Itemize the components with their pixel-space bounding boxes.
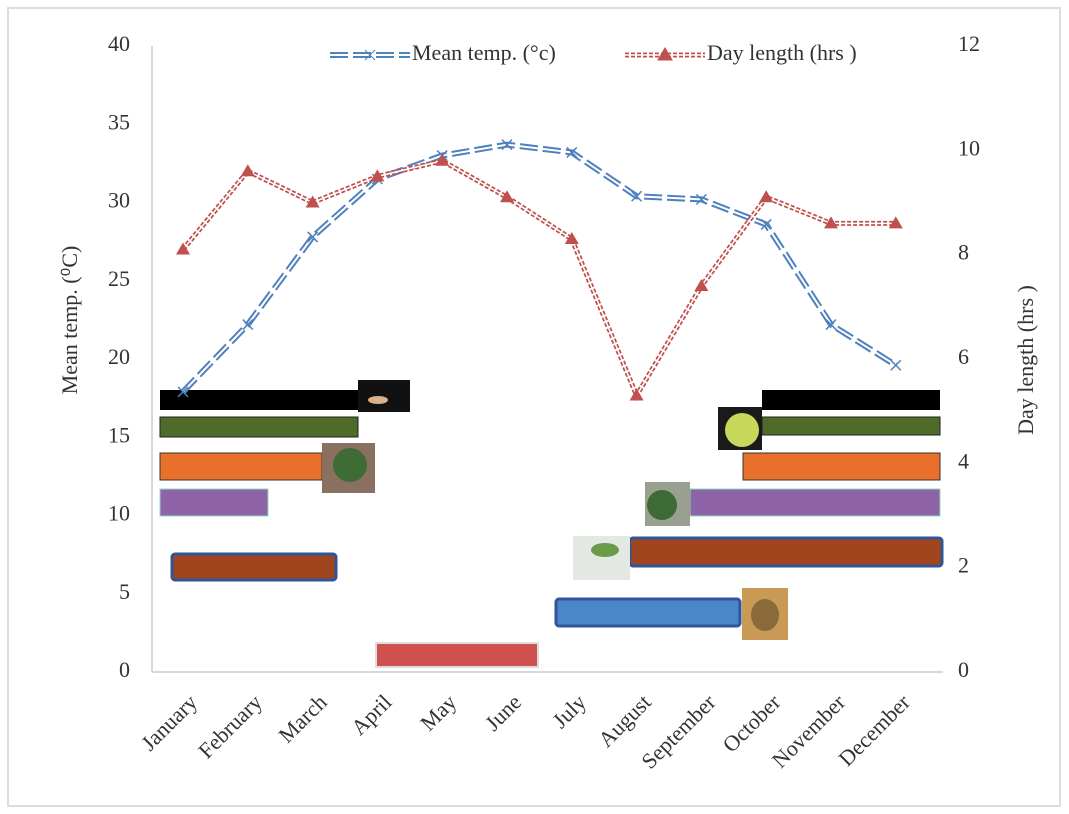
y-tick-label: 5 [119, 579, 130, 604]
y2-tick-label: 6 [958, 344, 969, 369]
y-axis-label: Mean temp. (⁰C) [57, 246, 82, 395]
phase-bar [743, 453, 940, 480]
chart: Mean temp. (⁰C) Day length (hrs ) 0 5 10 15… [0, 0, 1069, 814]
page: {"chart_data": {"type": "line", "categor… [0, 0, 1069, 814]
y2-tick-label: 12 [958, 31, 980, 56]
y2-axis-label: Day length (hrs ) [1013, 285, 1038, 435]
y-tick-label: 20 [108, 344, 130, 369]
y-tick-label: 10 [108, 501, 130, 526]
y-tick-label: 40 [108, 31, 130, 56]
photo-detail [591, 543, 619, 557]
phase-bar [762, 390, 940, 410]
phase-bar [160, 390, 358, 410]
y2-tick-label: 2 [958, 553, 969, 578]
phase-bar [556, 599, 740, 626]
photo [573, 536, 630, 580]
y-tick-label: 35 [108, 109, 130, 134]
y-tick-label: 15 [108, 422, 130, 447]
legend-label: Day length (hrs ) [707, 40, 857, 65]
phase-bar [160, 417, 358, 437]
photo-detail [333, 448, 367, 482]
legend-label: Mean temp. (°c) [412, 40, 556, 65]
photo-detail [647, 490, 677, 520]
phase-bar [160, 489, 268, 516]
y2-tick-label: 0 [958, 657, 969, 682]
y2-tick-label: 4 [958, 448, 969, 473]
photo-detail [368, 396, 388, 404]
y-tick-label: 25 [108, 266, 130, 291]
phase-bar [160, 453, 322, 480]
photo [358, 380, 410, 412]
y-tick-label: 0 [119, 657, 130, 682]
photo-detail [725, 413, 759, 447]
phase-bar [630, 538, 942, 566]
phase-bar [762, 417, 940, 435]
phase-bar [376, 643, 538, 667]
photo-detail [751, 599, 779, 631]
phase-bar [172, 554, 336, 580]
y-tick-label: 30 [108, 188, 130, 213]
y2-tick-label: 10 [958, 135, 980, 160]
phase-bar [690, 489, 940, 516]
y2-tick-label: 8 [958, 240, 969, 265]
